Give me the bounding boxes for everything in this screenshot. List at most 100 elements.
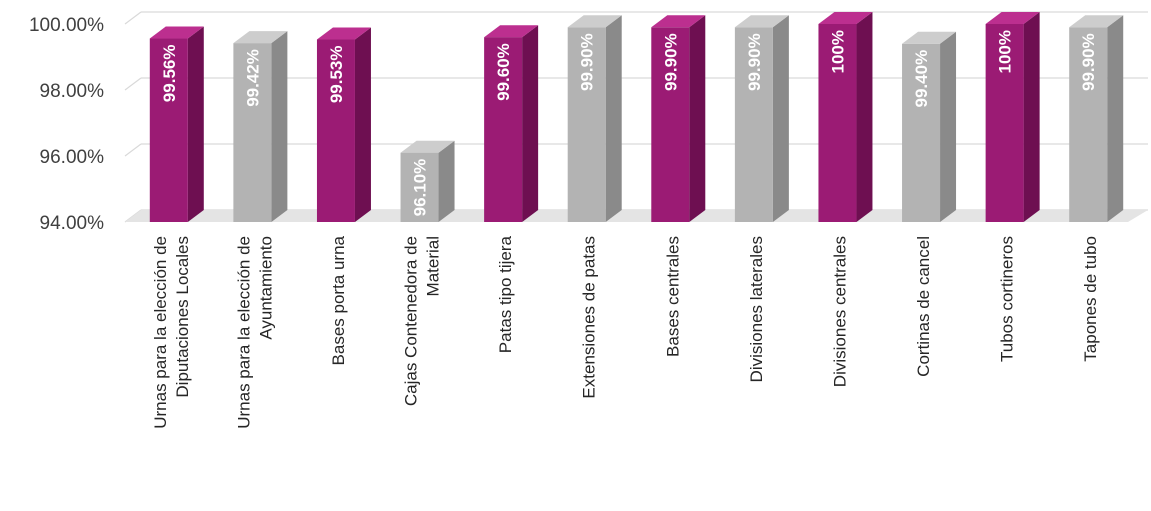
bar-top [734,15,789,28]
bar [567,15,622,222]
data-label: 100% [996,30,1015,73]
y-tick-label: 100.00% [29,15,104,36]
bar-front [484,37,523,223]
bar-top [567,15,622,28]
category-label: Urnas para la elección de Diputaciones Lo… [151,236,192,429]
bar-front [985,24,1024,222]
bar-side [689,15,706,222]
category-label: Tapones de tubo [1081,236,1100,362]
category-label-line: Bases centrales [663,236,682,357]
data-label: 99.90% [745,33,764,91]
category-label-line: Tapones de tubo [1081,236,1100,362]
bar-top [484,25,539,38]
data-label: 96.10% [411,159,430,217]
bar [1069,15,1124,222]
gridlines [124,11,1148,223]
data-label: 100% [828,30,847,73]
bar [734,15,789,222]
bar-top [1069,15,1124,28]
bar-side [1107,15,1124,222]
bar-side [1023,12,1040,222]
category-label: Tubos cortineros [998,236,1017,362]
data-labels: 99.56% 99.42% 99.53% 96.10% 99.60% 99.90% 99.9… [160,30,1098,216]
bar-side [438,140,455,222]
category-label: Extensiones de patas [580,236,599,399]
bars [149,12,1124,223]
bar-front [400,152,439,222]
bar-front [149,38,188,222]
gridline-depth-2 [124,77,142,91]
bar-top [149,26,204,39]
data-label: 99.40% [912,50,931,108]
category-label-line: Cortinas de cancel [914,236,933,377]
category-label-line: Divisiones centrales [830,236,849,387]
bar-front [567,27,606,222]
bar-front [233,43,272,222]
bar-side [271,31,288,222]
bar-side [772,15,789,222]
data-label: 99.56% [160,45,179,103]
bar [902,31,957,222]
category-label-line: Cajas Contenedora de [402,236,421,406]
x-axis-category-labels: Urnas para la elección de Diputaciones Lo… [151,235,1100,428]
category-label: Divisiones laterales [747,236,766,382]
bar [651,15,706,222]
bar-top [902,31,957,44]
category-label: Bases centrales [663,236,682,357]
data-label: 99.60% [494,43,513,101]
category-label-line: Bases porta urna [329,235,348,365]
bar [484,25,539,223]
category-label-line: Urnas para la elección de [151,236,170,429]
gridline-depth-1 [124,143,142,157]
bar-top [985,12,1040,24]
category-label: Divisiones centrales [830,236,849,387]
y-tick-label: 96.00% [40,147,105,168]
bar-side [940,31,957,222]
bar-front [1069,27,1108,222]
bar-front [734,27,773,222]
bar-front [651,27,690,222]
category-label: Bases porta urna [329,235,348,365]
data-label: 99.42% [243,49,262,107]
chart-floor [125,210,1148,222]
bar [149,26,204,222]
bar-side [354,27,371,223]
bar-top [233,31,288,44]
data-label: 99.53% [327,46,346,104]
category-label-line: Diputaciones Locales [173,236,192,398]
bar-side [522,25,539,223]
bar [316,27,371,223]
bar-side [856,12,873,222]
bar-top [316,27,371,40]
category-label-line: Divisiones laterales [747,236,766,382]
y-tick-label: 94.00% [40,213,105,234]
bar [985,12,1040,222]
y-tick-label: 98.00% [40,81,105,102]
bar [818,12,873,222]
category-label: Patas tipo tijera [496,235,515,353]
bar-side [187,26,204,222]
category-label: Urnas para la elección de Ayuntamiento [234,236,275,429]
category-label-line: Extensiones de patas [580,236,599,399]
bar-front [316,39,355,223]
category-label: Cortinas de cancel [914,236,933,377]
bar-side [605,15,622,222]
bar [233,31,288,222]
category-label-line: Material [424,236,443,296]
bar-top [818,12,873,24]
data-label: 99.90% [1079,33,1098,91]
category-label-line: Patas tipo tijera [496,235,515,353]
bar [400,140,455,222]
data-label: 99.90% [661,33,680,91]
category-label-line: Tubos cortineros [998,236,1017,362]
bar-top [400,140,455,153]
gridline-depth-3 [124,11,142,25]
category-label-line: Ayuntamiento [256,236,275,340]
bar-top [651,15,706,28]
category-label-line: Urnas para la elección de [234,236,253,429]
data-label: 99.90% [578,33,597,91]
bar-front [818,24,857,222]
y-axis-tick-labels: 94.00% 96.00% 98.00% 100.00% [29,15,104,234]
